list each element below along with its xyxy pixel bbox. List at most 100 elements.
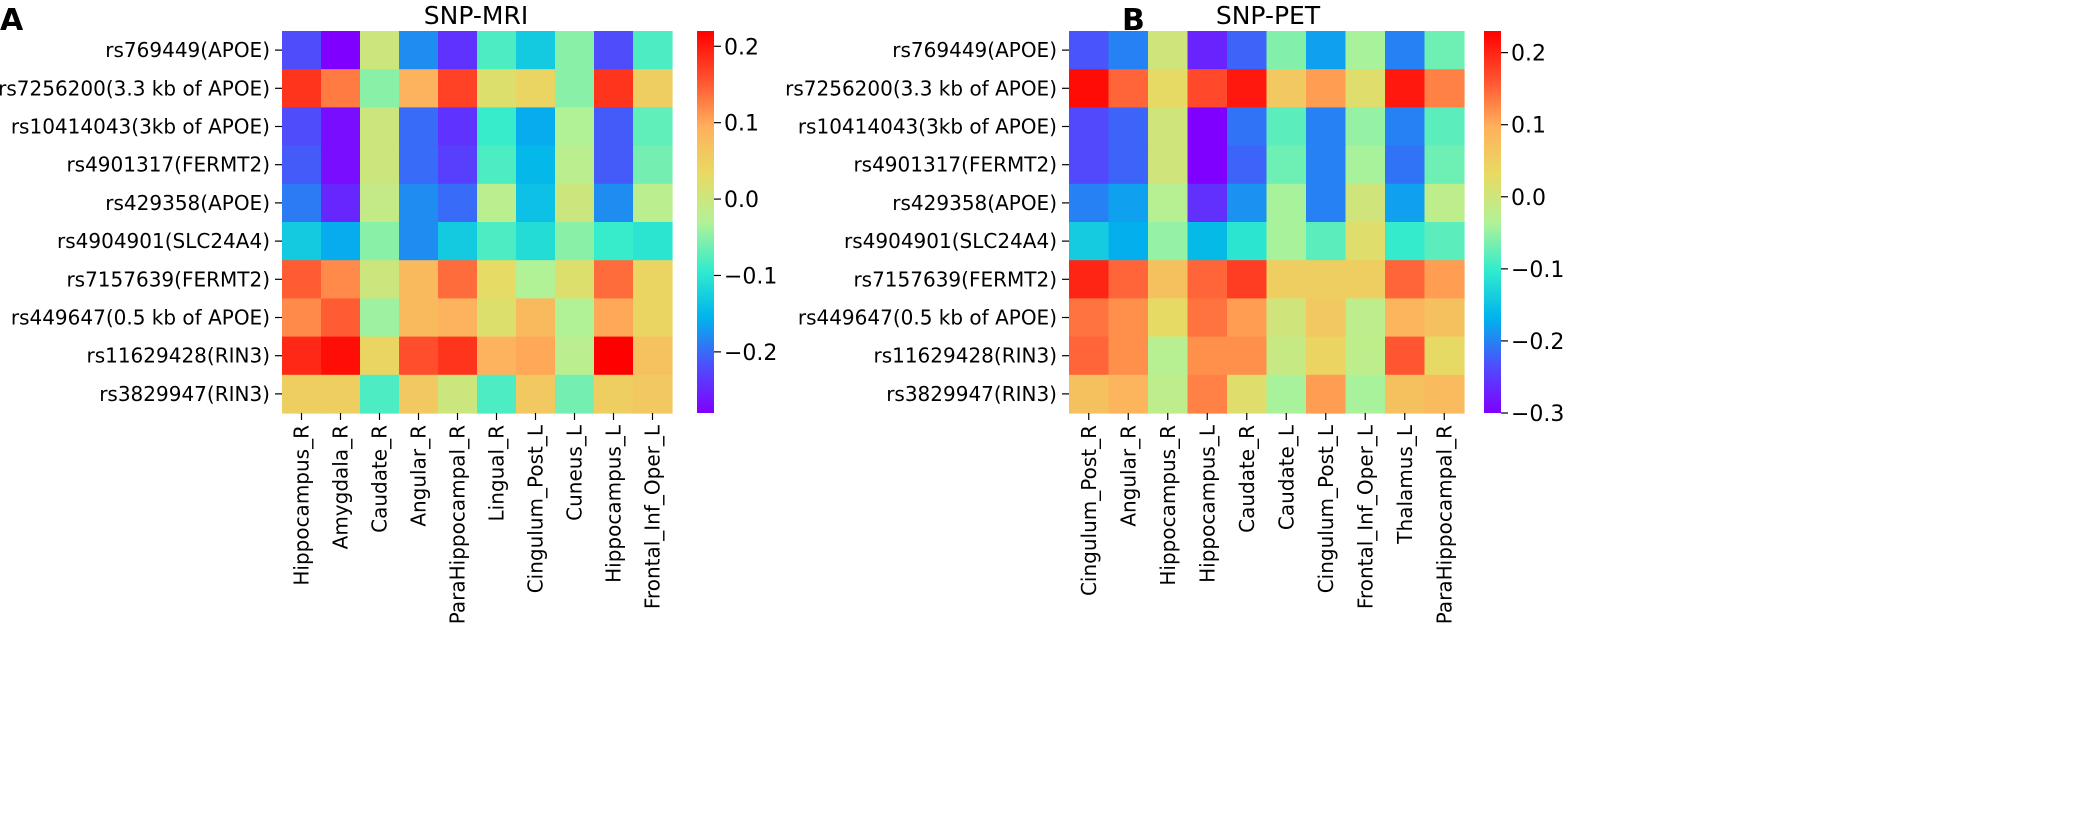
row-tick-label: rs4904901(SLC24A4) xyxy=(57,229,270,253)
heatmap-cell xyxy=(1345,183,1386,223)
heatmap-cell xyxy=(516,183,556,223)
chart-title: SNP-MRI xyxy=(424,1,528,30)
column-tick-label: Hippocampus_L xyxy=(602,424,626,583)
heatmap-cell xyxy=(1345,107,1386,147)
row-tick-label: rs4904901(SLC24A4) xyxy=(844,229,1057,253)
heatmap-cell xyxy=(1345,222,1386,261)
heatmap-cell xyxy=(516,298,556,338)
heatmap-cell xyxy=(1227,145,1268,185)
heatmap-cell xyxy=(1069,31,1110,70)
heatmap-cell xyxy=(633,183,673,223)
row-tick-label: rs449647(0.5 kb of APOE) xyxy=(11,306,270,330)
heatmap-cell xyxy=(516,260,556,299)
heatmap-cell xyxy=(594,222,634,261)
heatmap-cell xyxy=(594,183,634,223)
heatmap-cell xyxy=(633,260,673,299)
heatmap-cell xyxy=(1306,31,1347,70)
heatmap-cell xyxy=(282,374,322,414)
heatmap-cell xyxy=(1306,374,1347,414)
row-tick-label: rs4901317(FERMT2) xyxy=(66,153,270,177)
heatmap-cell xyxy=(594,260,634,299)
colorbar-tick-label: 0.2 xyxy=(724,35,759,60)
column-tick-label: Cingulum_Post_L xyxy=(1314,424,1338,593)
heatmap-cell xyxy=(360,69,400,108)
heatmap-cell xyxy=(555,31,595,70)
heatmap-cell xyxy=(1266,374,1307,414)
heatmap-cell xyxy=(438,222,478,261)
row-tick-label: rs429358(APOE) xyxy=(105,191,270,215)
heatmap-cell xyxy=(399,31,439,70)
heatmap-cell xyxy=(1069,298,1110,338)
column-tick-label: Caudate_L xyxy=(1274,424,1298,530)
heatmap-cell xyxy=(321,31,361,70)
heatmap-cell xyxy=(633,222,673,261)
heatmap-cell xyxy=(1108,107,1149,147)
heatmap-cell xyxy=(1306,183,1347,223)
heatmap-cell xyxy=(399,183,439,223)
heatmap-cell xyxy=(1345,298,1386,338)
heatmap-cell xyxy=(1069,222,1110,261)
heatmap-cell xyxy=(477,336,517,376)
heatmap-cell xyxy=(594,336,634,376)
heatmap-cell xyxy=(399,145,439,185)
row-tick-label: rs7256200(3.3 kb of APOE) xyxy=(0,76,270,100)
heatmap-cell xyxy=(1385,374,1426,414)
heatmap-cell xyxy=(477,260,517,299)
colorbar-tick-label: −0.2 xyxy=(1511,330,1564,355)
colorbar-tick-label: 0.0 xyxy=(1511,186,1546,211)
heatmap-cell xyxy=(1069,69,1110,108)
heatmap-cell xyxy=(438,145,478,185)
heatmap-cell xyxy=(633,298,673,338)
heatmap-cell xyxy=(1385,336,1426,376)
heatmap-cell xyxy=(1108,69,1149,108)
heatmap-cell xyxy=(321,298,361,338)
colorbar-tick-label: −0.2 xyxy=(724,341,777,366)
heatmap-cell xyxy=(321,260,361,299)
column-tick-label: Caudate_R xyxy=(368,425,392,533)
heatmap-cell xyxy=(1306,298,1347,338)
heatmap-cell xyxy=(516,374,556,414)
heatmap-cell xyxy=(1266,336,1307,376)
heatmap-cell xyxy=(1148,183,1189,223)
heatmap-cell xyxy=(1424,183,1465,223)
row-tick-label: rs10414043(3kb of APOE) xyxy=(798,115,1057,139)
colorbar-tick-label: −0.1 xyxy=(1511,258,1564,283)
heatmap-cell xyxy=(1108,222,1149,261)
heatmap-cell xyxy=(633,336,673,376)
heatmap-cell xyxy=(1187,183,1228,223)
heatmap-cell xyxy=(1345,260,1386,299)
heatmap-cell xyxy=(594,298,634,338)
heatmap-cell xyxy=(1266,69,1307,108)
column-tick-label: Angular_R xyxy=(407,425,431,527)
heatmap-cell xyxy=(555,298,595,338)
column-tick-label: Thalamus_L xyxy=(1393,424,1417,545)
heatmap-cell xyxy=(1187,336,1228,376)
heatmap-cell xyxy=(321,336,361,376)
heatmap-cell xyxy=(1187,69,1228,108)
heatmap-cell xyxy=(1345,69,1386,108)
heatmap-cell xyxy=(594,107,634,147)
heatmap-cell xyxy=(555,222,595,261)
heatmap-cell xyxy=(1345,31,1386,70)
heatmap-cell xyxy=(438,107,478,147)
heatmap-cell xyxy=(1345,336,1386,376)
heatmap-cell xyxy=(1385,298,1426,338)
colorbar-tick-label: 0.0 xyxy=(724,188,759,213)
heatmap-cell xyxy=(555,69,595,108)
heatmap-cell xyxy=(1187,374,1228,414)
row-labels: rs769449(APOE) rs7256200(3.3 kb of APOE) r… xyxy=(0,38,282,406)
row-tick-label: rs449647(0.5 kb of APOE) xyxy=(798,306,1057,330)
heatmap-cell xyxy=(1148,260,1189,299)
heatmap-cell xyxy=(399,69,439,108)
row-tick-label: rs3829947(RIN3) xyxy=(99,382,270,406)
heatmap-cell xyxy=(1227,107,1268,147)
heatmap-cell xyxy=(1069,260,1110,299)
heatmap-cell xyxy=(633,69,673,108)
row-tick-label: rs429358(APOE) xyxy=(892,191,1057,215)
heatmap-cell xyxy=(633,374,673,414)
heatmap-cell xyxy=(594,31,634,70)
heatmap-cell xyxy=(1069,107,1110,147)
heatmap-cells xyxy=(282,31,673,414)
heatmap-cell xyxy=(1306,145,1347,185)
